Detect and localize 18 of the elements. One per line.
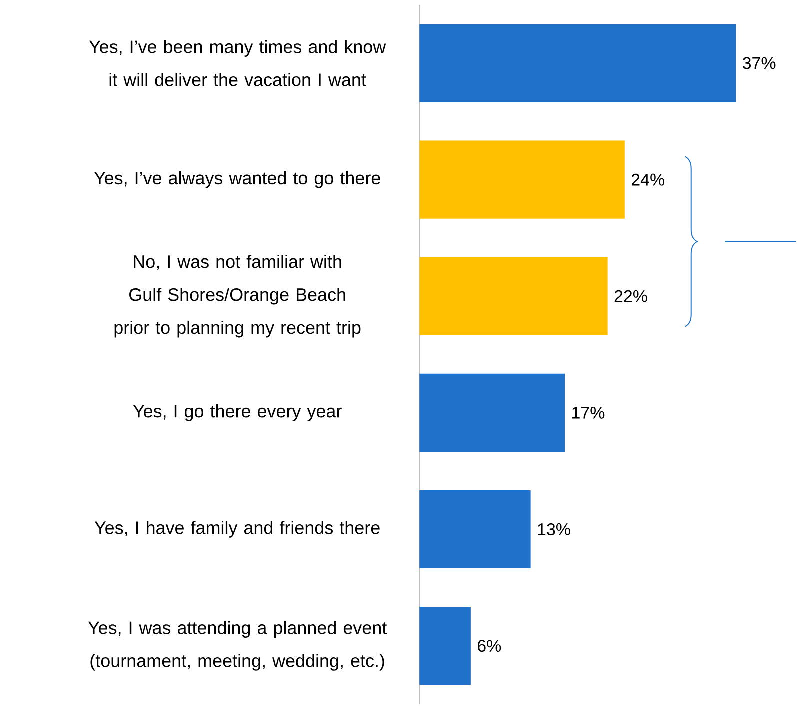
bar bbox=[420, 140, 625, 219]
data-label: 22% bbox=[614, 290, 648, 302]
y-tick-label: Yes, I’ve been many times and know it will deliver the vacation I want bbox=[89, 40, 386, 86]
bar bbox=[420, 24, 736, 102]
data-label: 6% bbox=[478, 640, 502, 652]
y-tick-label: No, I was not familiar with Gulf Shores/Orange Beach prior to planning my recent trip bbox=[114, 254, 361, 338]
bar bbox=[420, 374, 566, 452]
bar bbox=[420, 606, 471, 685]
bar bbox=[420, 257, 608, 336]
data-label: 37% bbox=[742, 57, 776, 70]
bar bbox=[420, 490, 531, 568]
data-label: 17% bbox=[572, 406, 605, 419]
y-tick-label: Yes, I was attending a planned event (tournament, meeting, wedding, etc.) bbox=[88, 621, 388, 671]
y-tick-label: Yes, I’ve always wanted to go there bbox=[94, 171, 380, 188]
y-tick-label: Yes, I go there every year bbox=[133, 404, 342, 422]
y-tick-label: Yes, I have family and friends there bbox=[94, 520, 380, 538]
data-label: 13% bbox=[538, 523, 570, 536]
data-label: 24% bbox=[632, 174, 664, 186]
